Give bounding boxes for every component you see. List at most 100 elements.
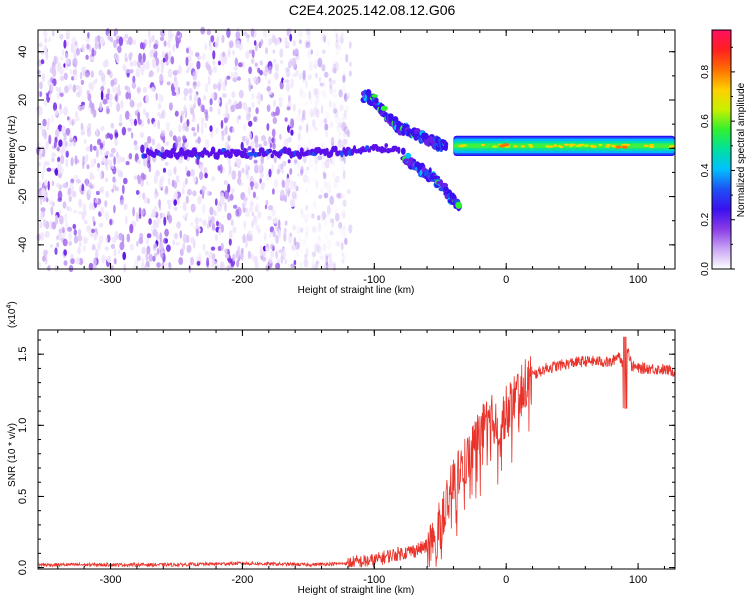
noise-blob bbox=[328, 77, 332, 83]
noise-blob bbox=[332, 93, 337, 98]
noise-blob bbox=[323, 118, 328, 124]
noise-blob bbox=[297, 30, 303, 38]
streak-blob bbox=[333, 145, 338, 153]
noise-blob bbox=[72, 223, 77, 230]
noise-blob bbox=[94, 36, 98, 46]
noise-blob bbox=[141, 209, 145, 216]
noise-blob bbox=[96, 148, 99, 158]
noise-blob bbox=[74, 155, 78, 165]
noise-blob bbox=[116, 102, 120, 113]
noise-blob bbox=[130, 118, 134, 127]
carrier-peak bbox=[492, 145, 498, 148]
noise-blob bbox=[307, 175, 311, 186]
noise-blob bbox=[47, 264, 51, 272]
noise-blob bbox=[333, 182, 338, 189]
noise-blob bbox=[345, 92, 351, 100]
noise-blob bbox=[72, 84, 77, 93]
noise-blob bbox=[223, 55, 227, 63]
noise-blob bbox=[77, 246, 81, 255]
noise-blob bbox=[99, 36, 105, 46]
noise-blob bbox=[247, 185, 251, 196]
noise-blob bbox=[227, 98, 232, 106]
noise-blob bbox=[259, 246, 264, 256]
noise-blob bbox=[342, 169, 346, 180]
noise-blob bbox=[267, 79, 271, 85]
noise-blob bbox=[203, 95, 207, 101]
noise-blob bbox=[143, 174, 147, 180]
noise-blob bbox=[109, 264, 114, 271]
noise-blob bbox=[332, 67, 337, 74]
noise-blob bbox=[263, 140, 268, 147]
noise-blob bbox=[172, 44, 176, 53]
noise-blob bbox=[65, 58, 70, 65]
noise-blob bbox=[343, 125, 349, 135]
noise-blob bbox=[230, 188, 235, 194]
noise-blob bbox=[237, 115, 241, 120]
noise-blob bbox=[306, 50, 312, 60]
noise-blob bbox=[209, 98, 213, 106]
noise-blob bbox=[313, 243, 319, 253]
noise-blob bbox=[118, 249, 121, 255]
noise-blob bbox=[62, 227, 65, 234]
noise-blob bbox=[293, 260, 297, 266]
noise-blob bbox=[82, 69, 86, 77]
noise-blob bbox=[288, 94, 291, 103]
noise-blob bbox=[118, 121, 123, 127]
noise-blob bbox=[235, 250, 240, 259]
noise-blob bbox=[299, 227, 304, 234]
y-tick-label: 0 bbox=[17, 145, 29, 151]
noise-blob bbox=[135, 212, 139, 222]
noise-blob bbox=[271, 34, 276, 44]
noise-blob bbox=[160, 68, 164, 74]
noise-blob bbox=[64, 140, 68, 149]
noise-blob bbox=[113, 52, 119, 60]
noise-blob bbox=[69, 68, 73, 75]
noise-blob bbox=[44, 179, 48, 186]
noise-blob bbox=[315, 260, 320, 265]
noise-blob bbox=[78, 229, 82, 236]
colorbar-frame bbox=[711, 29, 732, 270]
noise-blob bbox=[199, 171, 204, 181]
noise-blob bbox=[182, 135, 187, 141]
noise-blob bbox=[324, 130, 329, 138]
noise-blob bbox=[255, 224, 261, 231]
noise-blob bbox=[159, 232, 163, 242]
noise-blob bbox=[146, 245, 151, 255]
carrier-peak bbox=[598, 143, 603, 147]
noise-blob bbox=[236, 40, 241, 48]
noise-blob bbox=[68, 83, 72, 91]
noise-blob bbox=[342, 130, 347, 138]
noise-blob bbox=[265, 200, 269, 206]
noise-blob bbox=[70, 258, 75, 265]
noise-blob bbox=[326, 204, 331, 215]
noise-blob bbox=[294, 160, 298, 170]
noise-blob bbox=[228, 238, 232, 246]
noise-blob bbox=[111, 236, 117, 244]
noise-blob bbox=[279, 189, 285, 199]
noise-blob bbox=[166, 125, 170, 132]
noise-blob bbox=[278, 101, 283, 108]
noise-blob bbox=[40, 207, 46, 213]
noise-blob bbox=[298, 125, 303, 131]
noise-blob bbox=[292, 39, 296, 47]
noise-blob bbox=[94, 78, 98, 83]
noise-blob bbox=[38, 106, 43, 116]
streak-blob bbox=[210, 146, 216, 155]
noise-blob bbox=[332, 102, 337, 111]
noise-blob bbox=[114, 186, 119, 192]
noise-blob bbox=[288, 60, 292, 67]
noise-blob bbox=[293, 237, 297, 247]
noise-blob bbox=[332, 261, 337, 266]
noise-blob bbox=[132, 206, 135, 217]
noise-blob bbox=[344, 237, 348, 245]
colorbar-tick-label: 0.4 bbox=[700, 163, 711, 177]
streak-blob bbox=[258, 147, 265, 154]
noise-blob bbox=[38, 180, 42, 187]
noise-blob bbox=[156, 65, 160, 74]
noise-blob bbox=[282, 180, 285, 188]
noise-blob bbox=[141, 246, 146, 255]
noise-blob bbox=[248, 131, 252, 141]
noise-blob bbox=[315, 108, 321, 118]
noise-blob bbox=[341, 208, 346, 217]
noise-blob bbox=[282, 248, 286, 258]
